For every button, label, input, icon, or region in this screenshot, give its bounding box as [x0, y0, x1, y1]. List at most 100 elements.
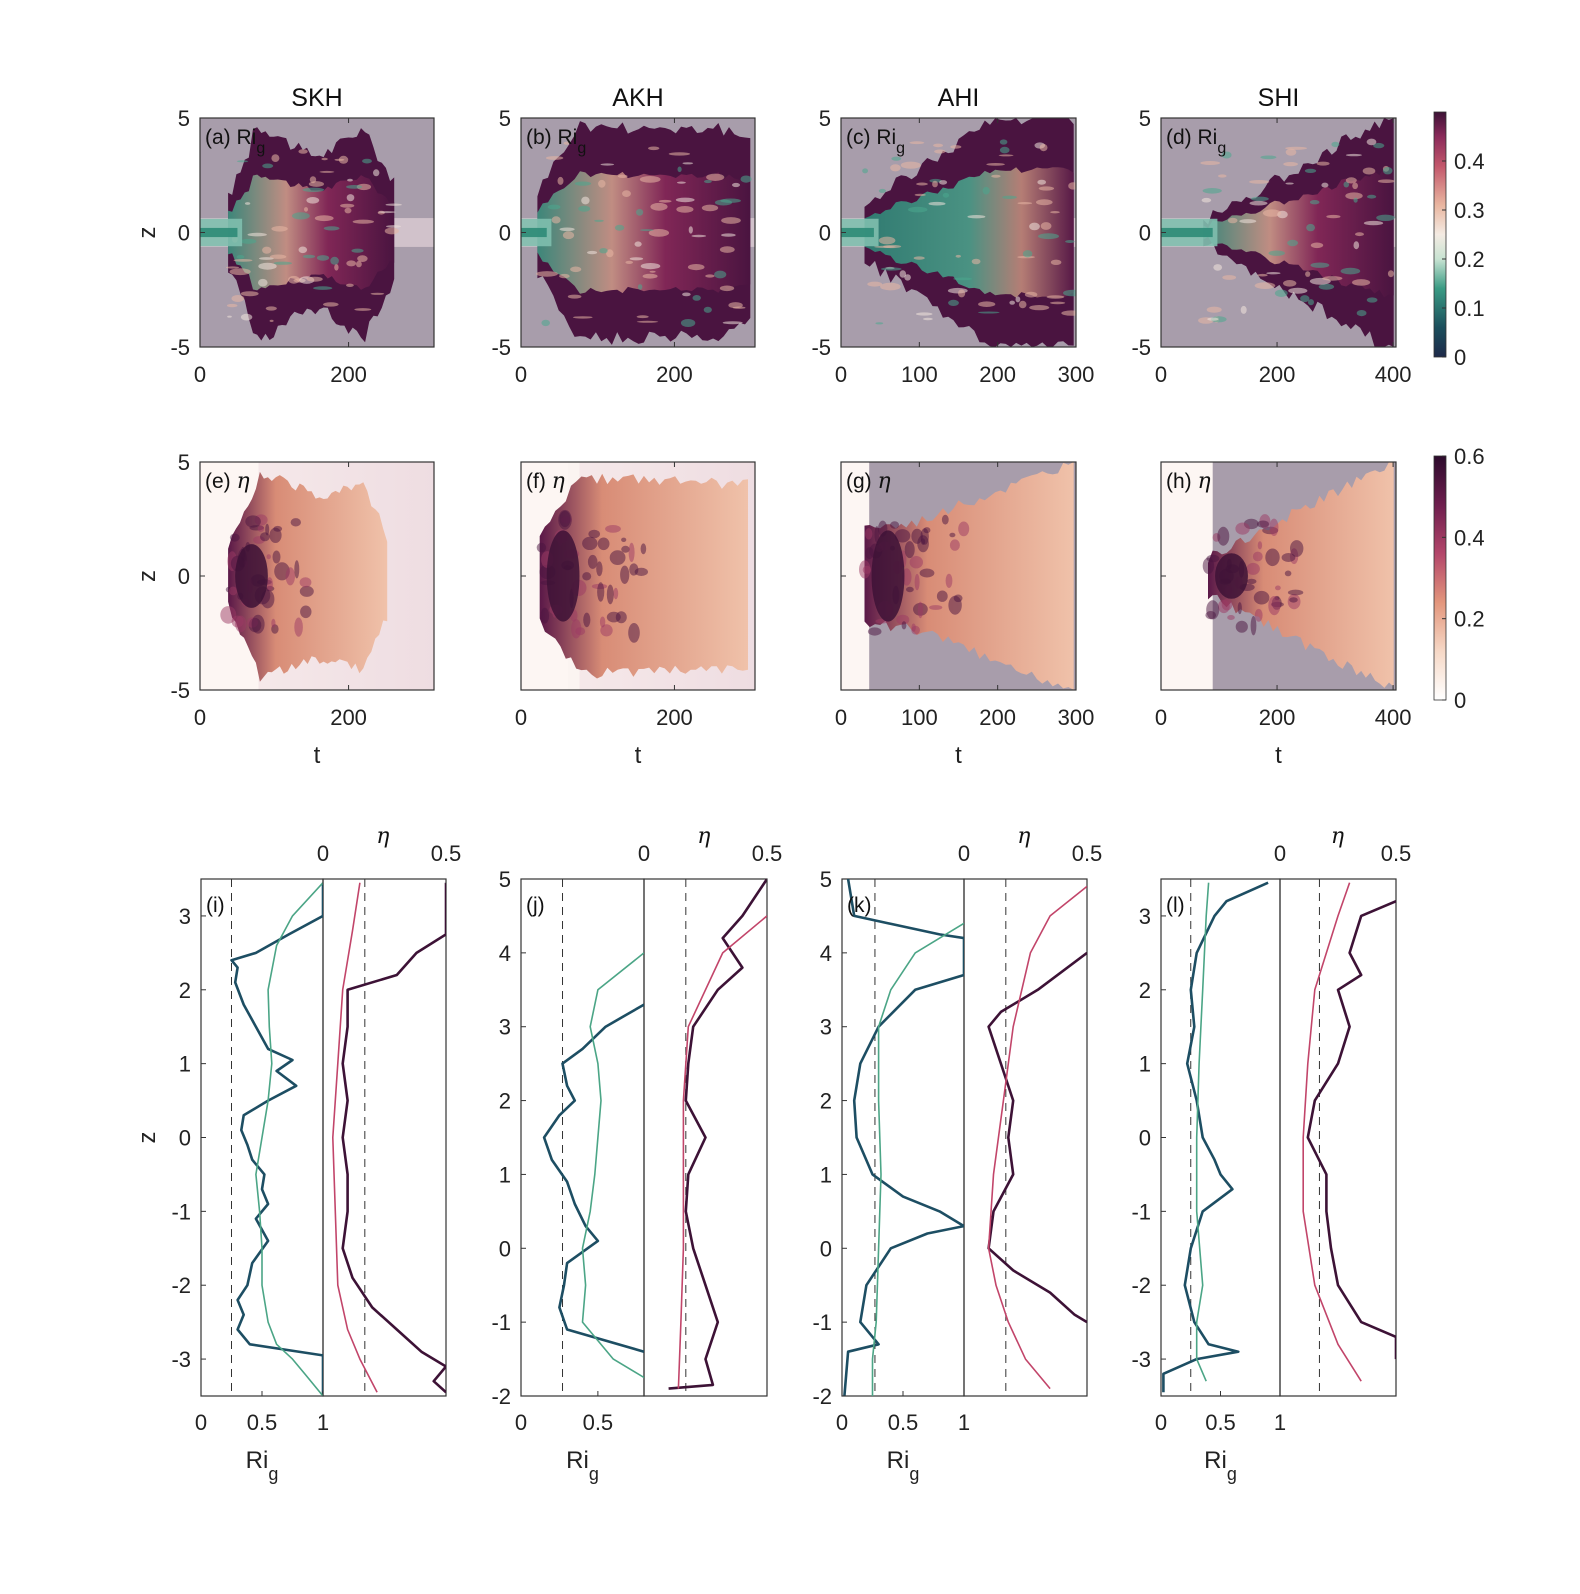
texture-blob — [874, 526, 880, 544]
texture-streak — [1029, 222, 1040, 231]
texture-streak — [934, 149, 946, 154]
y-tick-label: 3 — [820, 1015, 832, 1040]
texture-streak — [1283, 162, 1298, 167]
texture-blob — [285, 567, 295, 586]
y-tick-label: -5 — [491, 335, 511, 360]
texture-streak — [541, 319, 550, 327]
texture-streak — [1363, 220, 1384, 226]
panel-label: (d) Rig — [1166, 126, 1226, 157]
y-tick-label: 1 — [499, 1162, 511, 1187]
texture-streak — [1068, 182, 1076, 190]
panel-label: (h) η — [1166, 469, 1211, 494]
panel-label: (a) Rig — [205, 126, 265, 157]
texture-blob — [609, 550, 626, 565]
y-tick-label: -2 — [812, 1384, 832, 1409]
y-tick-label: 1 — [1139, 1052, 1151, 1077]
texture-blob — [597, 537, 610, 551]
texture-streak — [262, 163, 274, 169]
texture-streak — [370, 292, 385, 295]
y-tick-label: 0 — [178, 221, 190, 246]
y-tick-label: 3 — [1139, 904, 1151, 929]
texture-streak — [347, 178, 353, 182]
texture-streak — [262, 246, 272, 254]
ri-x-tick-label: 1 — [317, 1410, 329, 1435]
texture-streak — [1249, 180, 1270, 184]
y-tick-label: -5 — [811, 335, 831, 360]
ri-light-profile — [255, 882, 323, 1396]
x-tick-label: 200 — [1259, 362, 1296, 387]
ri-x-axis-label: Rig — [566, 1447, 599, 1484]
texture-streak — [703, 306, 712, 313]
eta-light-profile — [987, 885, 1087, 1390]
panel-h: (h) η 0 200 400 t — [1155, 461, 1411, 769]
y-tick-label: 0 — [499, 1236, 511, 1261]
texture-blob — [229, 533, 240, 542]
texture-streak — [1050, 211, 1060, 214]
texture-blob — [251, 614, 265, 634]
eta-dark-profile — [341, 882, 446, 1394]
texture-streak — [1227, 217, 1238, 224]
texture-streak — [385, 203, 402, 206]
texture-streak — [1257, 273, 1268, 277]
texture-streak — [704, 179, 712, 184]
texture-streak — [909, 141, 925, 145]
x-tick-label: 200 — [979, 362, 1016, 387]
texture-blob — [587, 554, 598, 569]
y-tick-label: -2 — [171, 1273, 191, 1298]
texture-streak — [240, 238, 257, 244]
heatmap-body — [1161, 462, 1396, 690]
texture-streak — [236, 255, 245, 259]
texture-blob — [917, 535, 929, 553]
texture-streak — [559, 273, 570, 279]
texture-streak — [269, 254, 287, 259]
texture-blob — [949, 532, 956, 538]
mixing-core — [537, 171, 751, 294]
texture-streak — [932, 180, 938, 188]
texture-streak — [594, 219, 604, 222]
ri-x-axis-label: Rig — [887, 1447, 920, 1484]
texture-streak — [622, 190, 631, 198]
texture-streak — [226, 303, 238, 308]
panel-label: (c) Rig — [846, 126, 905, 157]
texture-blob — [1218, 599, 1230, 614]
texture-streak — [1356, 310, 1367, 317]
texture-streak — [240, 313, 253, 321]
eta-x-tick-label: 0 — [638, 841, 650, 866]
texture-blob — [1281, 553, 1296, 562]
texture-streak — [1061, 310, 1076, 316]
y-tick-label: -1 — [812, 1310, 832, 1335]
texture-streak — [687, 264, 705, 271]
texture-blob — [265, 523, 270, 536]
texture-streak — [1200, 161, 1221, 165]
texture-streak — [1022, 250, 1033, 258]
texture-blob — [906, 586, 914, 593]
texture-streak — [356, 183, 372, 191]
panel-label: (b) Rig — [526, 126, 586, 157]
x-tick-label: 400 — [1375, 362, 1412, 387]
texture-streak — [1029, 305, 1050, 311]
texture-streak — [958, 289, 966, 298]
texture-blob — [1202, 557, 1215, 574]
texture-blob — [245, 515, 261, 528]
texture-blob — [929, 605, 943, 610]
texture-blob — [235, 615, 247, 633]
column-titles: SKH AKH AHI SHI — [291, 84, 1299, 112]
texture-streak — [978, 301, 996, 308]
texture-streak — [680, 319, 696, 327]
texture-streak — [1024, 291, 1038, 298]
texture-streak — [244, 202, 251, 205]
colorbars: 0 0.1 0.2 0.3 0.4 0 0.2 0.4 0.6 — [1433, 111, 1485, 713]
panel-label: (j) — [526, 894, 545, 917]
texture-streak — [1207, 317, 1219, 321]
x-tick-label: 300 — [1058, 705, 1095, 730]
texture-blob — [902, 568, 912, 586]
texture-blob — [1237, 602, 1242, 615]
texture-streak — [913, 256, 925, 260]
texture-streak — [1376, 214, 1395, 221]
texture-streak — [1310, 262, 1330, 268]
texture-streak — [346, 185, 363, 189]
eta-axes-frame — [1279, 878, 1397, 1397]
texture-streak — [574, 181, 592, 186]
texture-streak — [1352, 279, 1371, 286]
y-tick-label: 0 — [819, 221, 831, 246]
